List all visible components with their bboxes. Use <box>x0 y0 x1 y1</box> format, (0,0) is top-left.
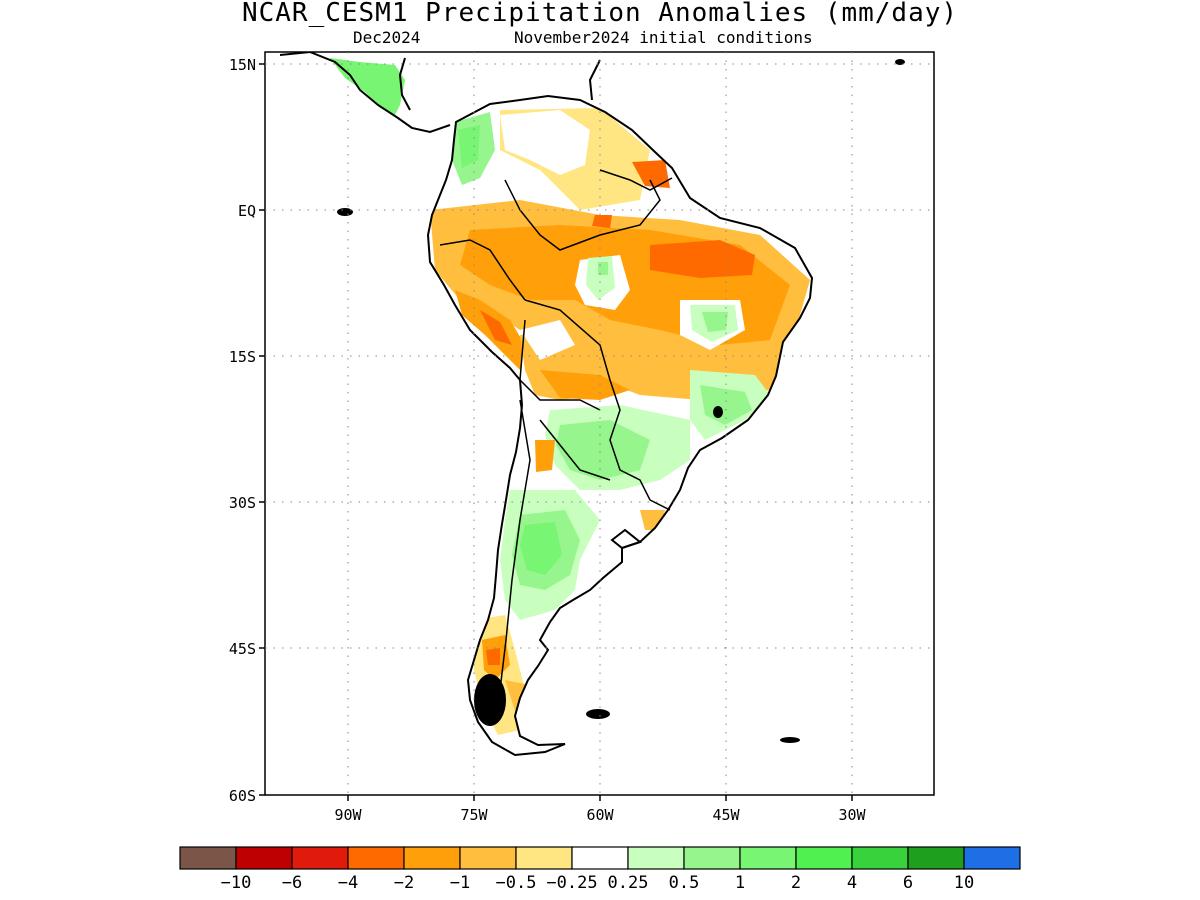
central-america-anomaly <box>330 58 405 115</box>
lat-label: 60S <box>229 787 256 805</box>
colorbar-label: −4 <box>338 873 358 893</box>
initial-conditions-label: November2024 initial conditions <box>514 28 813 47</box>
colorbar-swatch <box>515 846 573 870</box>
colorbar-label: 1 <box>735 873 745 893</box>
colorbar-swatch <box>179 846 237 870</box>
colorbar-swatch <box>403 846 461 870</box>
colorbar-swatch <box>571 846 629 870</box>
colorbar-swatch <box>347 846 405 870</box>
islands <box>337 59 905 743</box>
lon-label: 30W <box>838 806 866 824</box>
colorbar-swatch <box>627 846 685 870</box>
colorbar-label: −0.25 <box>546 873 597 893</box>
colorbar-swatch <box>459 846 517 870</box>
colorbar-swatch <box>851 846 909 870</box>
coastlines <box>279 52 814 757</box>
map-title: NCAR_CESM1 Precipitation Anomalies (mm/d… <box>241 0 959 28</box>
colorbar-label: −1 <box>450 873 470 893</box>
colorbar-label: 4 <box>847 873 857 893</box>
colorbar-label: −2 <box>394 873 414 893</box>
lon-label: 60W <box>586 806 614 824</box>
colorbar-label: 6 <box>903 873 913 893</box>
colorbar-swatch <box>963 846 1021 870</box>
colorbar-swatch <box>291 846 349 870</box>
lat-label: 45S <box>229 640 256 658</box>
lat-label: 15S <box>229 348 256 366</box>
colorbar-swatch <box>683 846 741 870</box>
colorbar-label: −0.5 <box>496 873 537 893</box>
colorbar-swatch <box>907 846 965 870</box>
colorbar-label: −10 <box>221 873 252 893</box>
lon-label: 90W <box>334 806 362 824</box>
lon-label: 75W <box>460 806 488 824</box>
colorbar-label: 0.5 <box>669 873 700 893</box>
tick-marks <box>259 63 853 801</box>
lat-label: 15N <box>229 56 256 74</box>
colorbar-swatch <box>795 846 853 870</box>
country-borders <box>439 169 673 691</box>
forecast-month: Dec2024 <box>353 28 421 47</box>
colorbar-swatch <box>739 846 797 870</box>
lon-label: 45W <box>712 806 740 824</box>
lat-label: 30S <box>229 494 256 512</box>
lat-label: EQ <box>238 202 256 220</box>
colorbar: −10 −6 −4 −2 −1 −0.5 −0.25 0.25 0.5 1 2 4 6 10 <box>179 846 1021 893</box>
colorbar-label: 10 <box>954 873 974 893</box>
anomaly-shading <box>430 108 810 735</box>
colorbar-swatch <box>235 846 293 870</box>
graticule <box>265 52 934 795</box>
colorbar-label: 2 <box>791 873 801 893</box>
colorbar-label: 0.25 <box>608 873 649 893</box>
colorbar-label: −6 <box>282 873 302 893</box>
